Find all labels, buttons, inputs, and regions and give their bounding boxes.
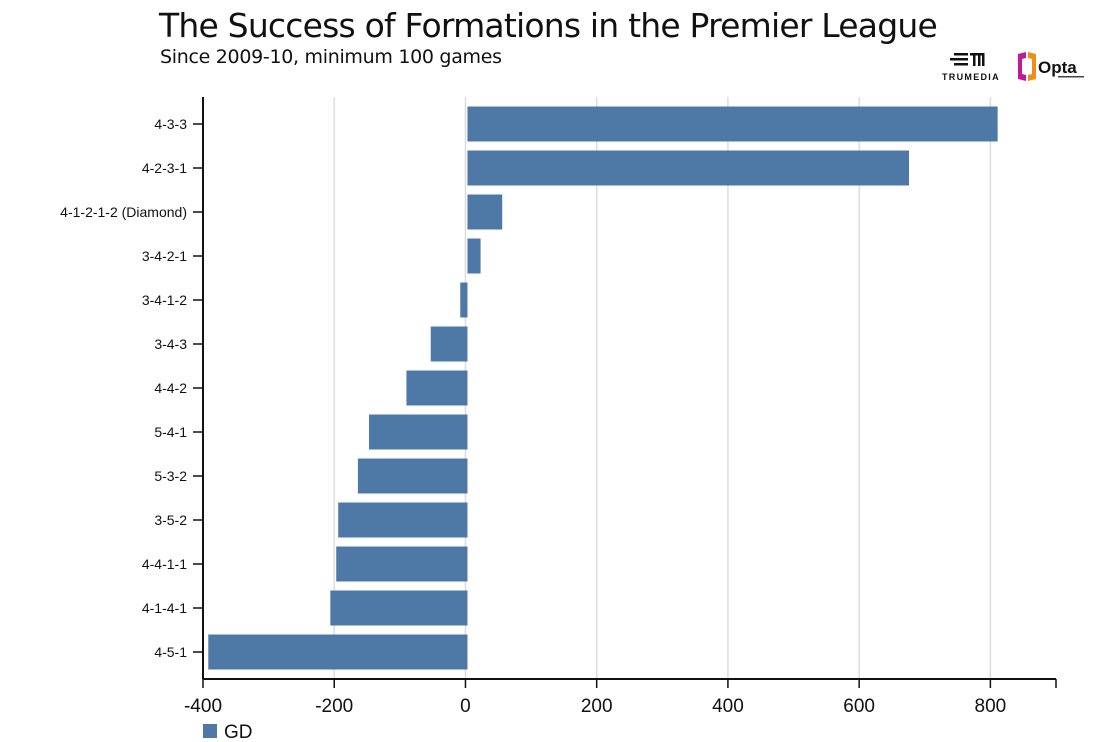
y-tick-label: 4-1-2-1-2 (Diamond) xyxy=(60,204,187,220)
x-tick-label: 600 xyxy=(843,696,875,717)
logos: TRUMEDIA Opta xyxy=(940,50,1100,91)
bar-4-5-1 xyxy=(208,634,468,670)
legend-swatch xyxy=(203,724,217,738)
bar-4-4-2 xyxy=(406,370,468,406)
x-tick-label: 800 xyxy=(975,696,1007,717)
bar-4-1-2-1-2 (Diamond) xyxy=(467,194,503,230)
bar-4-3-3 xyxy=(467,106,998,142)
x-tick-label: 200 xyxy=(581,696,613,717)
legend: GD xyxy=(203,722,253,742)
x-tick-label: -400 xyxy=(184,696,222,717)
y-tick-label: 4-1-4-1 xyxy=(142,600,187,616)
y-tick-label: 3-4-2-1 xyxy=(142,248,187,264)
bar-3-4-3 xyxy=(430,326,468,362)
y-tick-label: 5-4-1 xyxy=(154,424,187,440)
trumedia-logo: TRUMEDIA xyxy=(942,53,1000,82)
y-tick-label: 4-5-1 xyxy=(154,644,187,660)
x-tick-label: 0 xyxy=(460,696,471,717)
trumedia-opta-logos: TRUMEDIA Opta xyxy=(942,52,1084,82)
chart-title: The Success of Formations in the Premier… xyxy=(159,6,938,45)
y-tick-label: 3-5-2 xyxy=(154,512,187,528)
opta-logo: Opta xyxy=(1018,52,1084,81)
bar-3-4-2-1 xyxy=(467,238,481,274)
y-tick-label: 3-4-1-2 xyxy=(142,292,187,308)
x-axis: -400 -200 0 200 400 600 800 xyxy=(184,678,1057,717)
y-tick-label: 5-3-2 xyxy=(154,468,187,484)
y-tick-label: 4-2-3-1 xyxy=(142,160,187,176)
bar-3-5-2 xyxy=(338,502,468,538)
bar-4-4-1-1 xyxy=(336,546,468,582)
bar-5-3-2 xyxy=(357,458,468,494)
y-tick-label: 4-4-2 xyxy=(154,380,187,396)
chart-subtitle: Since 2009-10, minimum 100 games xyxy=(160,46,502,68)
y-axis: 4-3-3 4-2-3-1 4-1-2-1-2 (Diamond) 3-4-2-1 3-… xyxy=(60,97,204,679)
bars xyxy=(208,106,998,670)
bar-4-2-3-1 xyxy=(467,150,910,186)
bar-4-1-4-1 xyxy=(330,590,468,626)
legend-label: GD xyxy=(224,722,253,742)
svg-text:Opta: Opta xyxy=(1038,58,1077,77)
bar-3-4-1-2 xyxy=(460,282,468,318)
x-tick-label: -200 xyxy=(315,696,353,717)
bar-5-4-1 xyxy=(369,414,468,450)
svg-text:TRUMEDIA: TRUMEDIA xyxy=(942,72,1000,82)
y-tick-label: 3-4-3 xyxy=(154,336,187,352)
y-tick-label: 4-4-1-1 xyxy=(142,556,187,572)
x-tick-label: 400 xyxy=(712,696,744,717)
y-tick-label: 4-3-3 xyxy=(154,116,187,132)
